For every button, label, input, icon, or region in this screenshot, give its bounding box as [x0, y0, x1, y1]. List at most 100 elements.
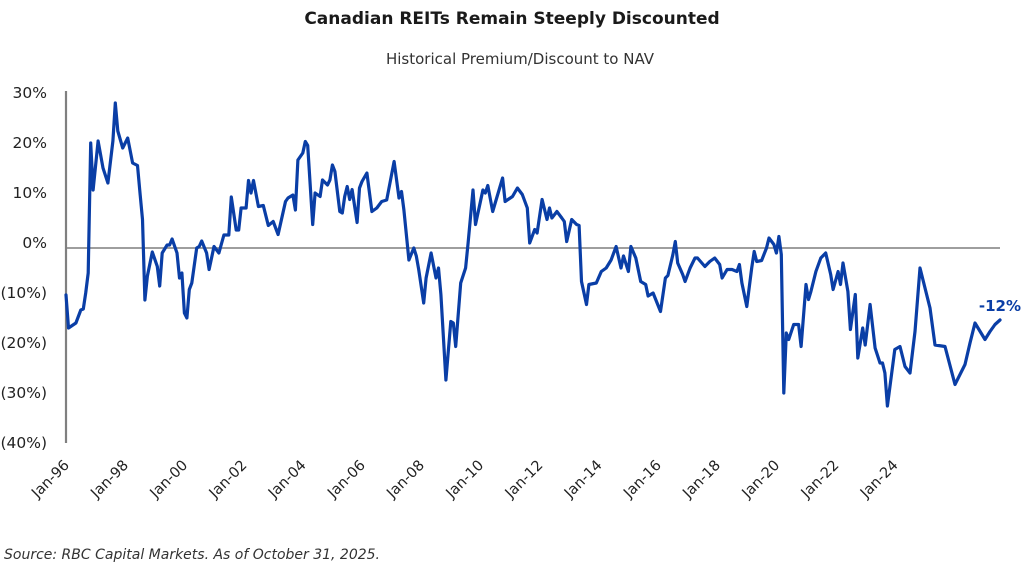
data-point: [178, 276, 181, 280]
data-point: [466, 241, 470, 245]
x-tick-label: Jan-10: [443, 458, 488, 503]
data-point: [91, 188, 95, 192]
data-point: [903, 365, 907, 368]
data-point: [165, 243, 169, 247]
data-point: [540, 198, 544, 201]
data-point: [200, 239, 203, 243]
x-tick-label: Jan-18: [679, 458, 724, 503]
data-point: [886, 404, 889, 408]
data-point: [407, 258, 411, 262]
chart-title: Canadian REITs Remain Steeply Discounted: [304, 9, 719, 29]
data-point: [156, 265, 159, 268]
data-point: [807, 298, 810, 301]
data-point: [600, 270, 603, 273]
data-point: [190, 281, 193, 285]
data-point: [170, 237, 174, 241]
data-point: [84, 291, 87, 295]
data-point: [563, 220, 566, 223]
data-point: [792, 323, 795, 326]
data-point: [138, 191, 142, 195]
data-point: [449, 320, 452, 323]
data-point: [881, 361, 884, 365]
data-point: [777, 235, 781, 238]
data-point: [829, 273, 832, 276]
data-point: [350, 188, 354, 191]
data-point: [168, 243, 171, 247]
data-point: [730, 268, 734, 271]
data-point: [244, 206, 248, 210]
x-tick-label: Jan-96: [28, 458, 73, 503]
data-point: [614, 245, 618, 248]
data-point: [918, 266, 922, 270]
data-point: [703, 265, 707, 268]
data-point: [276, 233, 280, 236]
data-point: [864, 343, 867, 347]
y-axis-ticks: 30% 20% 10% 0% (10%) (20%) (30%) (40%): [0, 84, 47, 452]
data-point: [839, 283, 842, 286]
y-tick-label: 0%: [22, 234, 47, 252]
data-point: [64, 293, 68, 297]
data-point: [521, 193, 524, 196]
data-point: [355, 221, 359, 224]
data-point: [988, 330, 992, 333]
data-point: [696, 256, 699, 260]
data-point: [346, 185, 349, 188]
data-point: [646, 294, 650, 298]
data-point: [868, 303, 872, 306]
data-point: [301, 151, 304, 155]
data-point: [151, 250, 154, 254]
data-point: [348, 198, 351, 201]
data-point: [175, 251, 179, 255]
data-point: [908, 371, 912, 375]
data-points: [64, 101, 1002, 408]
data-point: [836, 270, 840, 273]
data-point: [560, 216, 563, 220]
data-point: [767, 236, 771, 240]
data-point: [585, 303, 588, 306]
data-point: [765, 246, 768, 250]
data-point: [928, 306, 932, 310]
data-point: [375, 206, 378, 210]
data-point: [321, 178, 324, 182]
data-point: [188, 288, 191, 291]
x-tick-label: Jan-08: [383, 458, 428, 503]
source-note: Source: RBC Capital Markets. As of Octob…: [4, 547, 380, 563]
data-point: [577, 224, 581, 227]
series-line: [64, 101, 1002, 408]
data-point: [831, 288, 835, 291]
data-point: [338, 210, 341, 213]
y-tick-label: (30%): [0, 384, 47, 402]
data-point: [491, 210, 494, 213]
data-point: [486, 184, 489, 187]
data-point: [454, 345, 457, 348]
data-point: [943, 345, 947, 348]
data-point: [629, 245, 633, 248]
data-point: [262, 204, 265, 207]
data-point: [516, 186, 519, 190]
data-point: [725, 268, 729, 271]
data-point: [681, 273, 684, 276]
data-point: [444, 378, 448, 382]
data-point: [873, 346, 877, 350]
data-point: [471, 188, 475, 192]
data-point: [341, 211, 344, 215]
data-point: [740, 281, 744, 285]
data-point: [503, 200, 507, 203]
data-point: [326, 183, 329, 187]
data-point: [666, 274, 670, 277]
data-point: [318, 195, 322, 198]
data-point: [333, 170, 337, 173]
data-point: [819, 256, 822, 260]
data-point: [913, 330, 917, 333]
data-point: [222, 233, 226, 237]
data-point: [787, 338, 790, 341]
data-point: [750, 266, 753, 270]
data-point: [343, 195, 346, 198]
data-point: [878, 361, 882, 365]
data-point: [983, 338, 987, 341]
data-point: [809, 290, 813, 293]
data-point: [651, 291, 655, 295]
data-point: [854, 293, 857, 296]
data-point: [501, 176, 504, 180]
